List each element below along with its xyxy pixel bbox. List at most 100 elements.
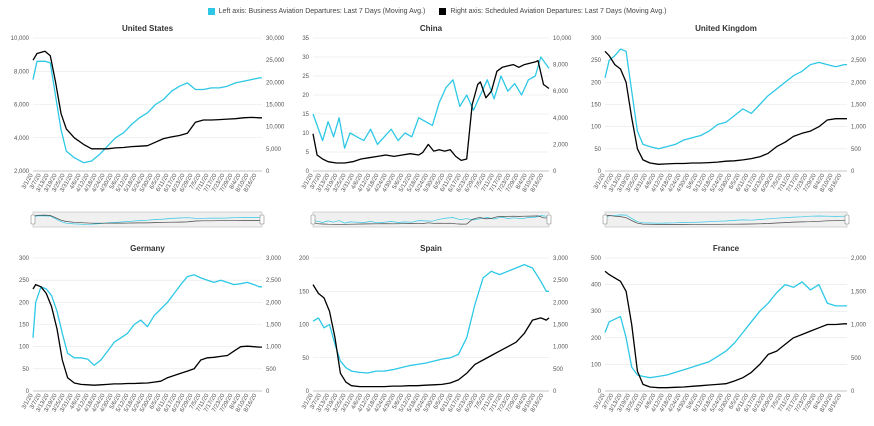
navigator-handle[interactable] xyxy=(844,214,850,225)
right-axis-tick-label: 0 xyxy=(266,389,270,395)
series-line-scheduled[interactable] xyxy=(312,59,550,164)
left-axis-tick-label: 100 xyxy=(19,345,30,351)
navigator-united-states[interactable] xyxy=(30,211,265,228)
right-axis-tick-label: 6,000 xyxy=(553,89,569,95)
left-axis-tick-label: 0 xyxy=(306,389,310,395)
left-axis-tick-label: 300 xyxy=(19,256,30,262)
navigator-handle[interactable] xyxy=(602,214,608,225)
navigator-series-line xyxy=(312,215,550,225)
chart-title: United Kingdom xyxy=(695,24,757,33)
right-axis-tick-label: 5,000 xyxy=(266,147,282,153)
right-axis-tick-label: 500 xyxy=(266,367,277,373)
chart-united-states: United States 2,000 4,000 6,000 8,000 10,000 0… xyxy=(11,24,285,228)
right-axis-tick-label: 3,000 xyxy=(553,256,569,262)
chart-china: China 0 5 10 15 20 25 30 35 0 2,000 4,000 6,000 8,000… xyxy=(301,24,572,228)
right-axis-tick-label: 10,000 xyxy=(266,125,285,131)
right-axis-tick-label: 2,000 xyxy=(851,256,867,262)
left-axis-tick-label: 400 xyxy=(591,283,602,289)
left-axis-tick-label: 200 xyxy=(591,336,602,342)
right-axis-tick-label: 500 xyxy=(553,367,564,373)
left-axis-tick-label: 150 xyxy=(299,289,310,295)
series-line-scheduled[interactable] xyxy=(32,50,262,150)
legend-label-left: Left axis: Business Aviation Departures:… xyxy=(218,7,426,15)
left-axis-tick-label: 25 xyxy=(302,74,309,80)
left-axis-tick-label: 6,000 xyxy=(14,103,30,109)
left-axis-tick-label: 300 xyxy=(591,36,602,42)
navigator-handle[interactable] xyxy=(310,214,316,225)
right-axis-tick-label: 1,500 xyxy=(266,323,282,329)
chart-title: Germany xyxy=(130,244,165,253)
left-axis-tick-label: 0 xyxy=(26,389,30,395)
right-axis-tick-label: 2,500 xyxy=(851,58,867,64)
left-axis-tick-label: 5 xyxy=(306,150,310,156)
left-axis-tick-label: 200 xyxy=(591,80,602,86)
navigator-handle[interactable] xyxy=(30,214,36,225)
right-axis-tick-label: 1,500 xyxy=(553,323,569,329)
legend-swatch-right xyxy=(439,7,447,15)
left-axis-tick-label: 20 xyxy=(302,93,309,99)
series-line-business[interactable] xyxy=(32,274,262,366)
series-line-business[interactable] xyxy=(604,48,847,150)
chart-title: Spain xyxy=(420,244,442,253)
right-axis-tick-label: 2,000 xyxy=(266,300,282,306)
series-line-business[interactable] xyxy=(312,56,550,149)
left-axis-tick-label: 4,000 xyxy=(14,136,30,142)
navigator-track[interactable] xyxy=(32,211,263,228)
left-axis-tick-label: 50 xyxy=(302,356,309,362)
series-line-scheduled[interactable] xyxy=(604,270,847,389)
left-axis-tick-label: 30 xyxy=(302,55,309,61)
chart-legend: Left axis: Business Aviation Departures:… xyxy=(0,4,874,18)
navigator-series-line xyxy=(604,214,847,225)
right-axis-tick-label: 0 xyxy=(553,169,557,175)
right-axis-tick-label: 2,000 xyxy=(553,142,569,148)
left-axis-tick-label: 50 xyxy=(22,367,29,373)
chart-france: France 0 100 200 300 400 500 0 500 1,000 1,500 2,00… xyxy=(591,244,867,413)
series-line-business[interactable] xyxy=(32,60,262,164)
series-line-scheduled[interactable] xyxy=(32,283,262,386)
legend-item-left[interactable]: Left axis: Business Aviation Departures:… xyxy=(207,7,426,15)
series-line-business[interactable] xyxy=(312,263,549,374)
navigator-china[interactable] xyxy=(310,211,552,228)
left-axis-tick-label: 35 xyxy=(302,36,309,42)
legend-item-right[interactable]: Right axis: Scheduled Aviation Departure… xyxy=(439,7,667,15)
navigator-handle[interactable] xyxy=(546,214,552,225)
right-axis-tick-label: 1,000 xyxy=(851,125,867,131)
chart-title: United States xyxy=(122,24,174,33)
navigator-track[interactable] xyxy=(312,211,550,228)
left-axis-tick-label: 300 xyxy=(591,309,602,315)
right-axis-tick-label: 2,500 xyxy=(553,278,569,284)
navigator-series-line xyxy=(32,215,262,225)
left-axis-tick-label: 500 xyxy=(591,256,602,262)
left-axis-tick-label: 250 xyxy=(591,58,602,64)
left-axis-tick-label: 150 xyxy=(591,103,602,109)
right-axis-tick-label: 30,000 xyxy=(266,36,285,42)
right-axis-tick-label: 20,000 xyxy=(266,80,285,86)
series-line-scheduled[interactable] xyxy=(312,284,550,388)
right-axis-tick-label: 1,000 xyxy=(553,345,569,351)
left-axis-tick-label: 15 xyxy=(302,112,309,118)
right-axis-tick-label: 15,000 xyxy=(266,103,285,109)
right-axis-tick-label: 1,500 xyxy=(851,289,867,295)
legend-label-right: Right axis: Scheduled Aviation Departure… xyxy=(450,7,667,15)
navigator-track[interactable] xyxy=(604,211,848,228)
left-axis-tick-label: 2,000 xyxy=(14,169,30,175)
right-axis-tick-label: 0 xyxy=(851,169,855,175)
left-axis-tick-label: 150 xyxy=(19,323,30,329)
right-axis-tick-label: 3,000 xyxy=(266,256,282,262)
left-axis-tick-label: 0 xyxy=(598,389,602,395)
navigator-series-line xyxy=(312,215,550,224)
left-axis-tick-label: 200 xyxy=(19,300,30,306)
right-axis-tick-label: 25,000 xyxy=(266,58,285,64)
left-axis-tick-label: 10 xyxy=(302,131,309,137)
right-axis-tick-label: 0 xyxy=(553,389,557,395)
series-line-business[interactable] xyxy=(604,281,847,379)
right-axis-tick-label: 1,000 xyxy=(266,345,282,351)
right-axis-tick-label: 2,000 xyxy=(553,300,569,306)
chart-spain: Spain 0 50 100 150 200 0 500 1,000 1,500 2,000 2,50… xyxy=(299,244,569,413)
navigator-united-kingdom[interactable] xyxy=(602,211,850,228)
navigator-handle[interactable] xyxy=(259,214,265,225)
right-axis-tick-label: 4,000 xyxy=(553,116,569,122)
left-axis-tick-label: 250 xyxy=(19,278,30,284)
series-line-scheduled[interactable] xyxy=(604,50,847,165)
